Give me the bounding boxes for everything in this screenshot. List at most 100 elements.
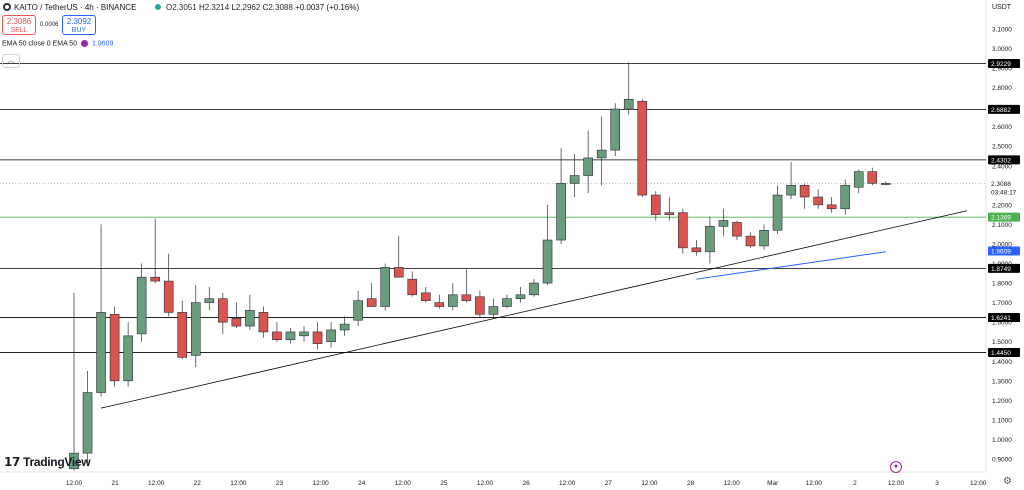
bearish-candle	[678, 213, 687, 248]
time-tick-label: 12:00	[641, 480, 658, 487]
bearish-candle	[435, 303, 444, 307]
ascending-trendline[interactable]	[101, 211, 967, 408]
bullish-candle	[881, 183, 890, 184]
bullish-candle	[705, 226, 714, 251]
sell-label: SELL	[10, 27, 27, 34]
green-level-price-label: 2.1369	[991, 215, 1011, 222]
bearish-candle	[232, 318, 241, 326]
time-tick-label: 12:00	[395, 480, 412, 487]
bearish-candle	[272, 332, 281, 340]
bullish-candle	[557, 183, 566, 240]
bullish-candle	[191, 303, 200, 356]
price-tick-label: 0.9000	[992, 457, 1012, 464]
bearish-candle	[164, 281, 173, 312]
price-tick-label: 3.1000	[992, 26, 1012, 33]
bullish-candle	[97, 312, 106, 392]
bearish-candle	[732, 222, 741, 236]
bullish-candle	[502, 299, 511, 307]
bearish-candle	[665, 213, 674, 215]
bearish-candle	[462, 295, 471, 301]
bullish-candle	[245, 310, 254, 326]
ema-line	[696, 252, 885, 279]
price-tick-label: 2.5000	[992, 144, 1012, 151]
assistant-icon[interactable]: ✦	[890, 461, 902, 473]
time-tick-label: 27	[605, 480, 613, 487]
current-price-label-countdown: 03:48:17	[991, 190, 1017, 197]
time-axis[interactable]: 12:00 21 12:00 22 12:00 23 12:00 24 12:00 25 12:00…	[66, 480, 987, 487]
time-tick-label: 22	[194, 480, 202, 487]
bearish-candle	[651, 195, 660, 215]
price-tick-label: 1.3000	[992, 378, 1012, 385]
bullish-candle	[530, 283, 539, 295]
bearish-candle	[421, 293, 430, 301]
spread-value: 0.0006	[40, 22, 58, 28]
bearish-candle	[868, 172, 877, 184]
bearish-candle	[638, 101, 647, 195]
level-price-label: 1.6241	[991, 315, 1011, 322]
buy-label: BUY	[72, 27, 86, 34]
time-tick-label: 12:00	[230, 480, 247, 487]
bearish-candle	[475, 297, 484, 315]
indicator-value: 1.9609	[92, 40, 113, 47]
bearish-candle	[692, 248, 701, 252]
bearish-candle	[367, 299, 376, 307]
ema-50-line	[696, 252, 885, 279]
symbol-title[interactable]: KAITO / TetherUS · 4h · BINANCE	[14, 3, 136, 12]
time-tick-label: Mar	[767, 480, 779, 487]
tradingview-logo[interactable]: 𝟭𝟳 TradingView	[4, 455, 90, 469]
time-tick-label: 23	[276, 480, 284, 487]
bearish-candle	[178, 312, 187, 357]
bearish-candle	[814, 197, 823, 205]
price-tick-label: 1.5000	[992, 339, 1012, 346]
bullish-candle	[137, 277, 146, 334]
bullish-candle	[854, 172, 863, 188]
sell-button[interactable]: 2.3086 SELL	[2, 15, 36, 35]
bearish-candle	[800, 185, 809, 197]
bullish-candle	[841, 185, 850, 208]
bullish-candle	[448, 295, 457, 307]
symbol-icon	[3, 3, 11, 11]
time-tick-label: 12:00	[312, 480, 329, 487]
bullish-candle	[205, 299, 214, 303]
bullish-candle	[624, 99, 633, 109]
bearish-candle	[408, 279, 417, 295]
level-price-label: 2.9229	[991, 61, 1011, 68]
price-tick-label: 2.8000	[992, 85, 1012, 92]
time-tick-label: 12:00	[559, 480, 576, 487]
time-tick-label: 12:00	[723, 480, 740, 487]
chevron-up-icon[interactable]: ︿	[2, 54, 20, 68]
time-tick-label: 25	[440, 480, 448, 487]
bullish-candle	[327, 330, 336, 342]
ema-price-label: 1.9609	[991, 249, 1011, 256]
indicator-label: EMA 50 close 0 EMA 50	[2, 40, 77, 47]
bearish-candle	[259, 312, 268, 332]
bullish-candle	[773, 195, 782, 230]
tv-logo-icon: 𝟭𝟳	[4, 455, 20, 469]
chart-grid	[0, 0, 986, 472]
price-axis[interactable]: USDT 0.9000 1.0000 1.1000 1.2000 1.3000 1.4000…	[992, 4, 1012, 464]
market-status-icon	[155, 4, 161, 10]
bullish-candle	[300, 332, 309, 336]
candles	[70, 62, 891, 471]
ohlc-readout: O2.3051 H2.3214 L2.2962 C2.3088 +0.0037 …	[166, 3, 359, 12]
indicator-settings-icon[interactable]	[81, 40, 88, 47]
indicator-legend[interactable]: EMA 50 close 0 EMA 50 1.9609	[2, 40, 113, 47]
trendline[interactable]	[101, 211, 967, 408]
level-price-label: 1.4450	[991, 350, 1011, 357]
bearish-candle	[151, 277, 160, 281]
bullish-candle	[760, 230, 769, 246]
bearish-candle	[110, 314, 119, 380]
gear-icon[interactable]: ⚙	[1003, 476, 1012, 487]
time-tick-label: 12:00	[806, 480, 823, 487]
bullish-candle	[489, 307, 498, 315]
price-tick-label: 1.7000	[992, 300, 1012, 307]
time-tick-label: 12:00	[66, 480, 83, 487]
price-tick-label: 1.1000	[992, 417, 1012, 424]
bullish-candle	[597, 150, 606, 158]
buy-button[interactable]: 2.3092 BUY	[62, 15, 96, 35]
time-tick-label: 12:00	[888, 480, 905, 487]
sell-price: 2.3086	[3, 17, 35, 26]
time-tick-label: 28	[687, 480, 695, 487]
price-tick-label: 2.2000	[992, 202, 1012, 209]
